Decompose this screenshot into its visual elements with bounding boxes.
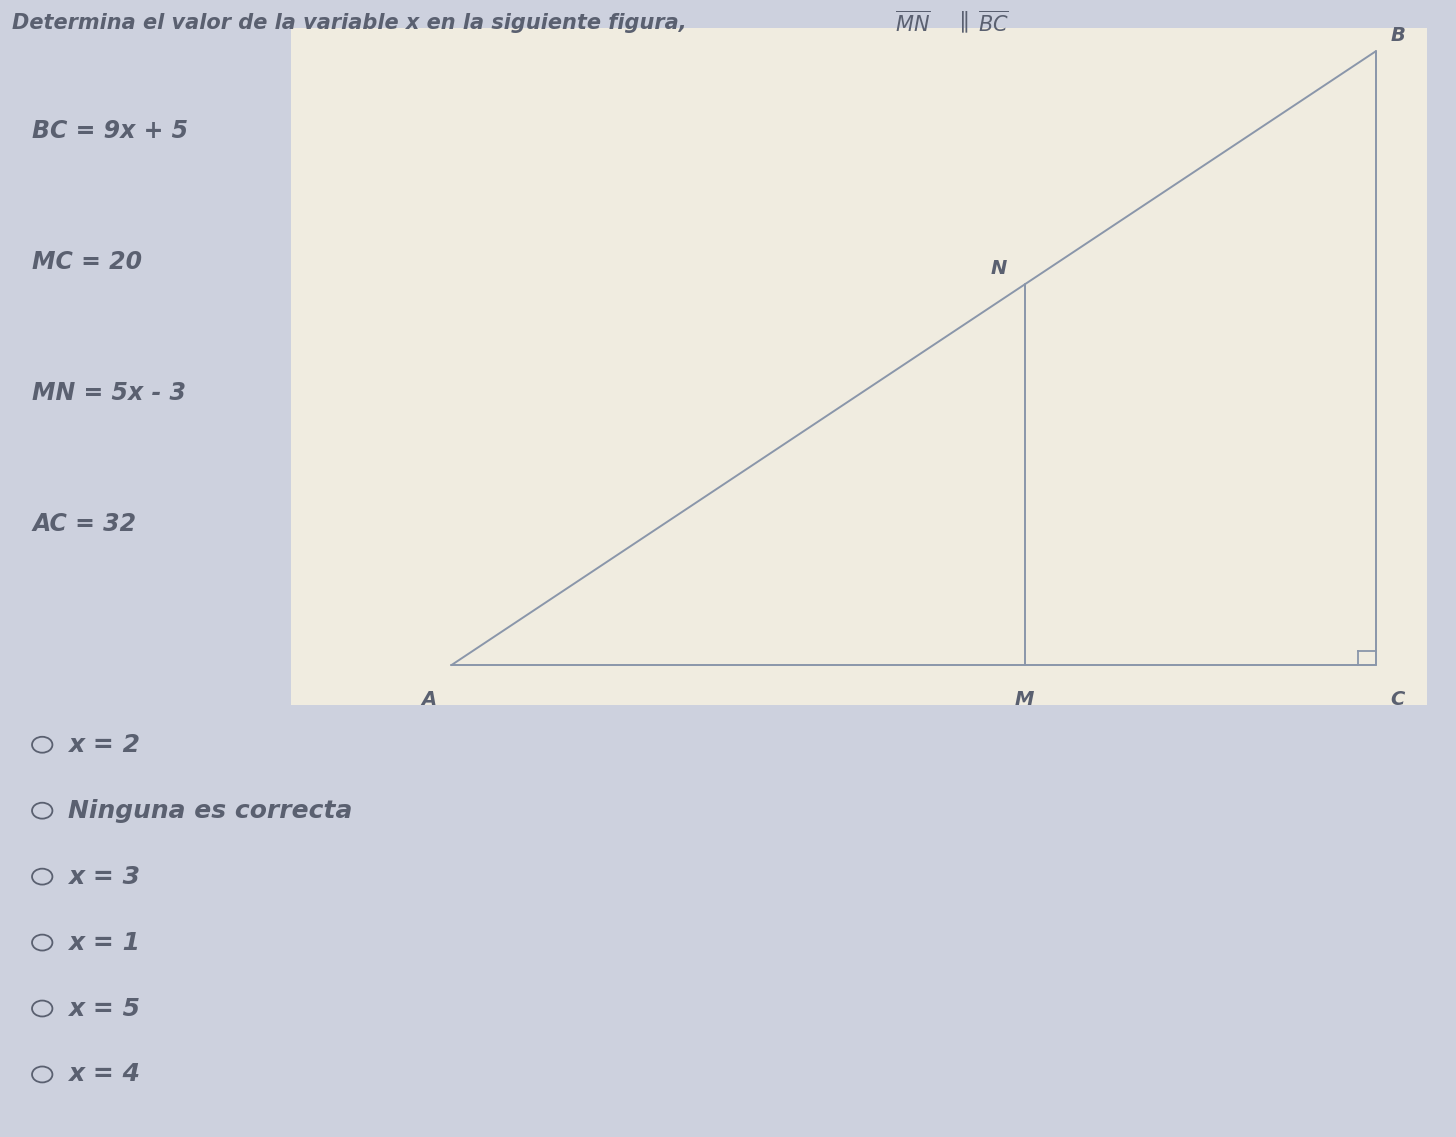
Text: MN = 5x - 3: MN = 5x - 3 — [32, 381, 186, 405]
Text: BC = 9x + 5: BC = 9x + 5 — [32, 119, 188, 143]
Text: $\parallel$: $\parallel$ — [954, 10, 968, 35]
FancyBboxPatch shape — [291, 28, 1427, 705]
Text: x = 4: x = 4 — [67, 1062, 140, 1087]
Text: N: N — [990, 258, 1008, 277]
Text: x = 2: x = 2 — [67, 732, 140, 757]
Text: x = 1: x = 1 — [67, 930, 140, 955]
Text: Determina el valor de la variable x en la siguiente figura,: Determina el valor de la variable x en l… — [12, 13, 686, 33]
Text: C: C — [1390, 690, 1405, 709]
Text: x = 3: x = 3 — [67, 864, 140, 889]
Text: MC = 20: MC = 20 — [32, 250, 143, 274]
Text: Ninguna es correcta: Ninguna es correcta — [67, 798, 352, 823]
Text: B: B — [1390, 26, 1405, 45]
Text: M: M — [1015, 690, 1034, 709]
Text: A: A — [422, 690, 437, 709]
Text: x = 5: x = 5 — [67, 996, 140, 1021]
Text: $\overline{BC}$: $\overline{BC}$ — [978, 10, 1009, 35]
FancyBboxPatch shape — [0, 0, 1456, 48]
Text: AC = 32: AC = 32 — [32, 512, 137, 536]
Text: $\overline{MN}$: $\overline{MN}$ — [895, 10, 930, 35]
